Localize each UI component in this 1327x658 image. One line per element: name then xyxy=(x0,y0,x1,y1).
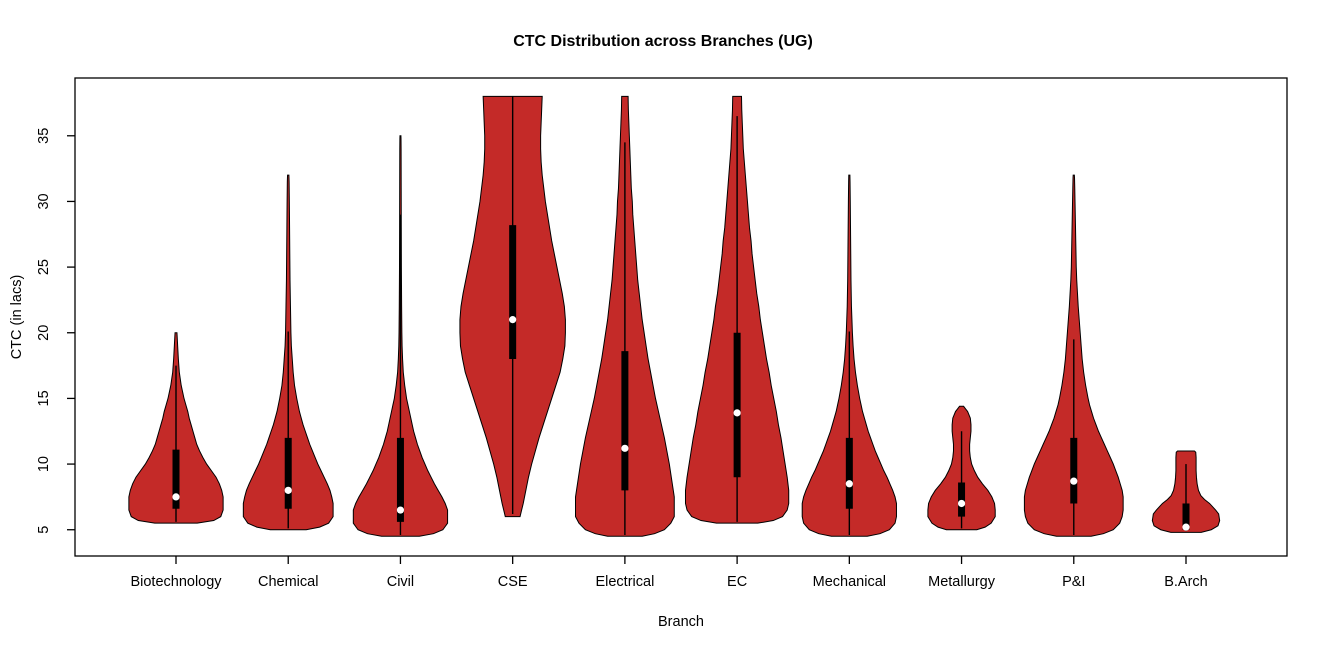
median-dot-Electrical xyxy=(621,444,629,452)
y-tick-label: 15 xyxy=(36,390,52,406)
y-tick-label: 25 xyxy=(36,259,52,275)
plot-layer: 5 10 15 20 25 30 35 Biotechnology Chemical Civil C… xyxy=(36,95,1221,590)
median-dot-EC xyxy=(733,409,741,417)
median-dot-B.Arch xyxy=(1182,523,1190,531)
x-tick-label-EC: EC xyxy=(727,574,747,590)
y-tick-label: 5 xyxy=(36,526,52,534)
median-dot-P&I xyxy=(1070,477,1078,485)
median-dot-Civil xyxy=(396,506,405,514)
x-tick-label-Biotechnology: Biotechnology xyxy=(130,574,222,590)
median-dot-Chemical xyxy=(284,486,292,494)
x-tick-label-Mechanical: Mechanical xyxy=(813,574,886,590)
x-tick-label-Electrical: Electrical xyxy=(595,574,654,590)
x-tick-label-Metallurgy: Metallurgy xyxy=(928,574,996,590)
y-tick-label: 20 xyxy=(36,325,52,341)
y-axis-title: CTC (in lacs) xyxy=(9,275,25,360)
x-tick-label-P&I: P&I xyxy=(1062,574,1085,590)
y-tick-label: 30 xyxy=(36,193,52,209)
y-tick-label: 35 xyxy=(36,128,52,144)
median-dot-Metallurgy xyxy=(957,499,966,508)
x-tick-label-CSE: CSE xyxy=(498,574,528,590)
median-dot-CSE xyxy=(509,316,517,324)
y-tick-label: 10 xyxy=(36,456,52,472)
x-tick-label-Chemical: Chemical xyxy=(258,574,318,590)
x-tick-label-B.Arch: B.Arch xyxy=(1164,574,1208,590)
median-dot-Biotechnology xyxy=(172,493,180,501)
chart-title: CTC Distribution across Branches (UG) xyxy=(513,33,813,50)
x-tick-label-Civil: Civil xyxy=(387,574,414,590)
x-axis-title: Branch xyxy=(658,614,704,630)
median-dot-Mechanical xyxy=(845,480,853,488)
